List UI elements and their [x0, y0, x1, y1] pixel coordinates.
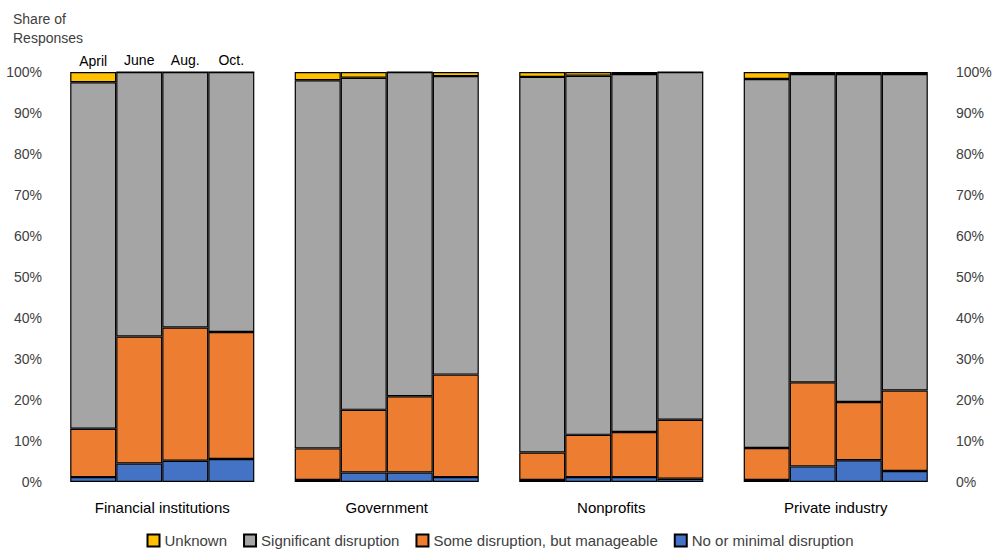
- svg-text:Aug.: Aug.: [171, 52, 200, 68]
- svg-text:100%: 100%: [6, 64, 42, 80]
- svg-text:50%: 50%: [956, 269, 984, 285]
- svg-text:40%: 40%: [956, 310, 984, 326]
- svg-text:30%: 30%: [14, 351, 42, 367]
- svg-text:Oct.: Oct.: [218, 52, 244, 68]
- svg-text:10%: 10%: [14, 433, 42, 449]
- svg-text:Government: Government: [345, 499, 428, 516]
- svg-text:20%: 20%: [14, 392, 42, 408]
- svg-text:10%: 10%: [956, 433, 984, 449]
- svg-text:Unknown: Unknown: [165, 532, 228, 549]
- svg-text:50%: 50%: [14, 269, 42, 285]
- svg-text:Some disruption, but manageabl: Some disruption, but manageable: [433, 532, 657, 549]
- svg-text:20%: 20%: [956, 392, 984, 408]
- svg-text:90%: 90%: [956, 105, 984, 121]
- svg-text:Responses: Responses: [13, 30, 83, 46]
- svg-text:Private industry: Private industry: [784, 499, 888, 516]
- svg-text:60%: 60%: [956, 228, 984, 244]
- svg-text:60%: 60%: [14, 228, 42, 244]
- svg-text:Nonprofits: Nonprofits: [577, 499, 645, 516]
- svg-text:Share of: Share of: [13, 11, 70, 27]
- svg-text:0%: 0%: [956, 474, 976, 490]
- svg-text:0%: 0%: [22, 474, 42, 490]
- svg-text:100%: 100%: [956, 64, 992, 80]
- svg-text:Financial institutions: Financial institutions: [95, 499, 230, 516]
- svg-text:Significant disruption: Significant disruption: [261, 532, 399, 549]
- svg-text:70%: 70%: [14, 187, 42, 203]
- svg-text:80%: 80%: [956, 146, 984, 162]
- svg-text:70%: 70%: [956, 187, 984, 203]
- svg-text:June: June: [124, 52, 155, 68]
- svg-text:No or minimal disruption: No or minimal disruption: [692, 532, 854, 549]
- svg-text:90%: 90%: [14, 105, 42, 121]
- svg-text:40%: 40%: [14, 310, 42, 326]
- svg-text:April: April: [79, 53, 107, 69]
- svg-text:80%: 80%: [14, 146, 42, 162]
- svg-text:30%: 30%: [956, 351, 984, 367]
